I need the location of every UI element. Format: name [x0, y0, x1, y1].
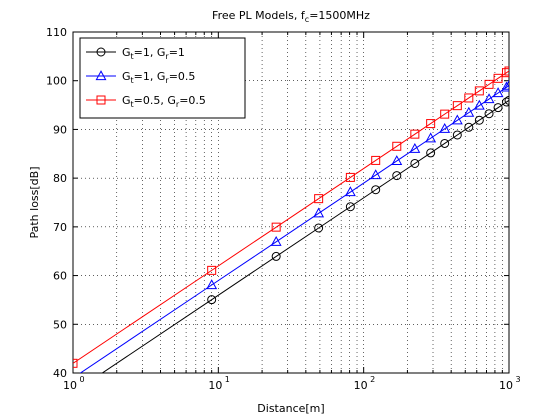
x-tick-label-exponent: 3 [515, 375, 520, 384]
data-point-square [73, 358, 78, 368]
data-point-square [504, 66, 509, 76]
y-tick-label: 50 [53, 318, 67, 331]
data-point-triangle [451, 114, 463, 125]
data-point-square [410, 129, 420, 139]
legend-marker-triangle [95, 70, 107, 81]
data-point-triangle [344, 186, 356, 197]
data-point-triangle [492, 87, 504, 98]
data-point-circle [410, 158, 420, 168]
data-point-triangle [313, 207, 325, 218]
data-point-circle [484, 109, 494, 119]
data-point-triangle [409, 142, 421, 153]
grid-lines [73, 32, 509, 373]
y-tick-label: 80 [53, 172, 67, 185]
data-point-circle [314, 223, 324, 233]
plot-frame [72, 31, 510, 374]
legend-marker-square [96, 95, 106, 105]
y-tick-label: 70 [53, 221, 67, 234]
legend-box [79, 37, 246, 119]
data-point-square [464, 93, 474, 103]
data-point-square [452, 101, 462, 111]
series-circle [101, 95, 509, 373]
data-point-circle [271, 251, 281, 261]
x-tick-label: 10 [354, 379, 368, 392]
legend: Gt=1, Gr=1 Gt=1, Gr=0.5 Gt=0.5, Gr=0.5 [79, 37, 246, 119]
data-point-square [371, 155, 381, 165]
data-point-triangle [370, 169, 382, 180]
data-point-circle [440, 138, 450, 148]
tick-marks [73, 31, 509, 374]
data-point-circle [504, 95, 509, 105]
legend-entry: Gt=0.5, Gr=0.5 [122, 94, 206, 109]
data-point-square [440, 109, 450, 119]
data-point-circle [371, 185, 381, 195]
data-point-triangle [206, 279, 218, 290]
data-point-circle [392, 171, 402, 181]
data-point-triangle [503, 79, 509, 90]
data-point-circle [464, 122, 474, 132]
x-tick-label-exponent: 0 [79, 375, 84, 384]
data-point-square [484, 79, 494, 89]
data-point-triangle [483, 93, 495, 104]
data-point-square [426, 119, 436, 129]
series-line-circle [101, 99, 509, 373]
data-point-triangle [463, 106, 475, 117]
series-square [73, 66, 509, 368]
data-point-square [207, 265, 217, 275]
series-group [73, 66, 509, 373]
data-point-circle [345, 202, 355, 212]
x-tick-label-exponent: 1 [225, 375, 230, 384]
y-axis-label: Path loss[dB] [28, 166, 41, 238]
x-axis-label: Distance[m] [257, 402, 324, 415]
y-tick-label: 40 [53, 367, 67, 380]
data-point-triangle [439, 122, 451, 133]
data-point-circle [426, 148, 436, 158]
y-tick-label: 110 [46, 26, 67, 39]
legend-entry: Gt=1, Gr=0.5 [122, 70, 195, 85]
data-point-square [345, 172, 355, 182]
data-point-square [271, 222, 281, 232]
data-point-triangle [270, 235, 282, 246]
data-point-circle [207, 295, 217, 305]
y-tick-label: 60 [53, 270, 67, 283]
data-point-triangle [473, 99, 485, 110]
data-point-square [314, 194, 324, 204]
series-line-square [73, 70, 509, 364]
data-point-triangle [425, 132, 437, 143]
data-point-square [493, 73, 503, 83]
legend-marker-circle [96, 47, 106, 57]
data-point-square [392, 141, 402, 151]
series-line-triangle [79, 85, 509, 373]
legend-entry: Gt=1, Gr=1 [122, 46, 185, 61]
data-point-circle [501, 97, 509, 107]
data-point-square [501, 68, 509, 78]
x-tick-label: 10 [63, 379, 77, 392]
x-tick-label: 10 [499, 379, 513, 392]
y-tick-label: 90 [53, 123, 67, 136]
chart-title: Free PL Models, fc=1500MHz [212, 9, 370, 24]
data-point-circle [493, 103, 503, 113]
data-point-triangle [501, 81, 509, 92]
data-point-circle [474, 115, 484, 125]
data-point-triangle [391, 155, 403, 166]
data-point-circle [452, 130, 462, 140]
data-point-square [474, 86, 484, 96]
x-tick-label-exponent: 2 [370, 375, 375, 384]
series-triangle [79, 79, 509, 373]
y-tick-label: 100 [46, 75, 67, 88]
x-tick-label: 10 [208, 379, 222, 392]
